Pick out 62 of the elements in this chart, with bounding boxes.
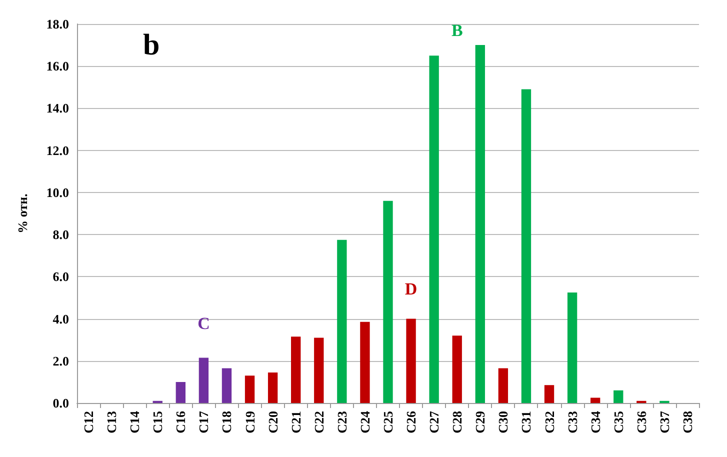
x-tick-label: C36 [634, 410, 649, 434]
x-tick-label: C19 [242, 410, 258, 434]
bar [222, 368, 232, 403]
bar [383, 200, 393, 403]
x-tick-label: C37 [656, 410, 672, 434]
bar [360, 322, 370, 403]
annotation: B [451, 20, 463, 40]
y-tick-label: 4.0 [52, 311, 69, 326]
annotation: D [404, 279, 418, 298]
x-tick-label: C29 [472, 410, 488, 434]
x-tick-label: C26 [404, 410, 419, 434]
x-tick-label: C12 [81, 411, 96, 434]
x-tick-label: C21 [288, 411, 304, 434]
y-tick-label: 12.0 [46, 142, 69, 158]
x-tick-label: C22 [311, 411, 326, 434]
bar [314, 338, 324, 403]
x-tick-label: C14 [127, 410, 142, 434]
x-tick-label: C25 [380, 410, 396, 434]
y-tick-label: 2.0 [52, 353, 69, 368]
x-tick-label: C18 [219, 410, 234, 434]
x-tick-label: C28 [450, 410, 465, 434]
y-tick-label: 16.0 [46, 58, 69, 74]
x-tick-label: C13 [104, 410, 120, 434]
x-tick-label: C15 [150, 410, 166, 434]
annotation: b [143, 28, 160, 62]
x-tick-label: C35 [610, 410, 626, 434]
x-tick-label: C24 [357, 410, 372, 434]
bar [614, 390, 624, 403]
bar [521, 89, 532, 403]
y-tick-label: 10.0 [46, 184, 69, 200]
bar [590, 398, 600, 403]
bar [429, 56, 439, 403]
y-tick-label: 6.0 [52, 269, 69, 284]
x-tick-label: C34 [588, 410, 603, 434]
bar [268, 372, 278, 403]
bar [452, 336, 462, 403]
y-tick-label: 8.0 [52, 227, 69, 242]
bar [337, 240, 347, 403]
x-tick-label: C38 [680, 410, 695, 434]
x-tick-label: C30 [496, 411, 511, 434]
x-tick-label: C32 [542, 411, 557, 434]
bar [291, 336, 301, 403]
bar [198, 358, 209, 403]
x-tick-label: C31 [518, 411, 534, 434]
y-axis-title: % отн. [15, 194, 30, 234]
bar [406, 318, 416, 403]
bar [475, 45, 485, 403]
x-tick-label: C20 [265, 411, 280, 434]
x-tick-label: C17 [196, 410, 212, 434]
y-tick-label: 18.0 [46, 16, 69, 32]
bar [498, 368, 508, 403]
annotation: C [198, 314, 210, 334]
x-tick-label: C23 [334, 410, 350, 434]
x-tick-label: C16 [173, 410, 188, 434]
bar [567, 292, 578, 403]
x-tick-label: C27 [426, 410, 442, 434]
y-tick-label: 14.0 [46, 100, 69, 116]
x-tick-label: C33 [564, 410, 580, 434]
bar [544, 385, 554, 403]
bar [244, 376, 255, 403]
y-tick-label: 0.0 [52, 396, 69, 410]
bar [176, 382, 186, 403]
